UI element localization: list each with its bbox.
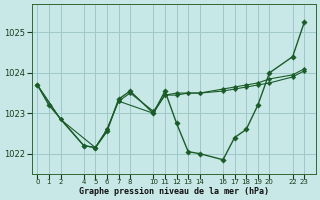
X-axis label: Graphe pression niveau de la mer (hPa): Graphe pression niveau de la mer (hPa) (79, 187, 269, 196)
